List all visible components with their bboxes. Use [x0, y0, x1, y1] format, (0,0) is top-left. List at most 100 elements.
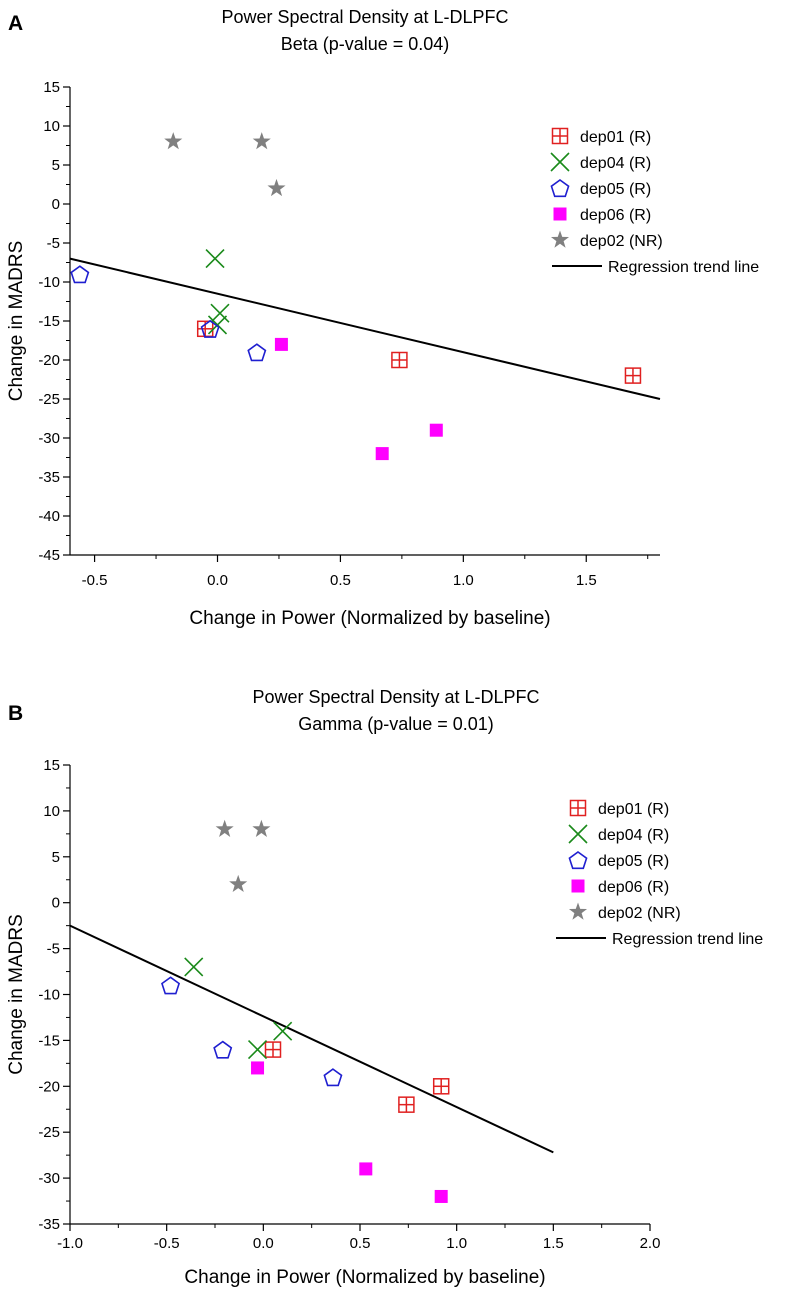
- y-tick-label: -20: [38, 352, 60, 369]
- x-tick-label: 0.0: [253, 1235, 274, 1252]
- y-tick-label: -5: [47, 941, 60, 958]
- data-point: [375, 447, 389, 461]
- legend-label: dep04 (R): [598, 827, 669, 844]
- y-tick-label: -25: [38, 391, 60, 408]
- legend-marker: [553, 207, 567, 221]
- data-point: [164, 132, 183, 150]
- legend-marker: [568, 902, 588, 920]
- data-point: [161, 976, 181, 995]
- y-tick-label: 10: [43, 118, 60, 135]
- x-tick-label: 2.0: [640, 1235, 661, 1252]
- legend-marker: [551, 127, 569, 145]
- panel-b: B Power Spectral Density at L-DLPFC Gamma …: [6, 687, 763, 1288]
- data-point: [391, 351, 408, 369]
- y-axis-label: Change in MADRS: [6, 914, 27, 1075]
- y-tick-label: 0: [52, 196, 60, 213]
- legend-marker: [569, 799, 587, 817]
- y-tick-label: -40: [38, 508, 60, 525]
- data-point: [359, 1162, 373, 1176]
- chart-subtitle: Beta (p-value = 0.04): [281, 34, 450, 54]
- regression-line: [69, 924, 554, 1154]
- y-tick-label: -10: [38, 274, 60, 291]
- data-point: [434, 1189, 448, 1203]
- data-point: [207, 315, 228, 335]
- data-point: [432, 1078, 450, 1095]
- data-point: [70, 265, 90, 284]
- y-tick-label: -35: [38, 1216, 60, 1233]
- legend-label: dep02 (NR): [580, 233, 663, 250]
- legend-label: dep04 (R): [580, 155, 651, 172]
- y-tick-label: 0: [52, 895, 60, 912]
- legend-marker: [550, 179, 570, 198]
- legend: dep01 (R) dep04 (R) dep05 (R) dep06 (R) dep0…: [550, 127, 759, 276]
- data-point: [252, 819, 271, 837]
- data-point: [247, 343, 267, 362]
- panel-label: B: [8, 702, 23, 725]
- data-point: [247, 1040, 268, 1060]
- y-tick-label: -35: [38, 469, 60, 486]
- x-tick-label: 0.5: [350, 1235, 371, 1252]
- data-point: [398, 1096, 415, 1113]
- x-tick-label: 1.5: [576, 572, 597, 589]
- legend-marker: [568, 851, 588, 870]
- data-point: [210, 303, 230, 323]
- y-tick-label: 5: [52, 849, 60, 866]
- data-point: [429, 423, 443, 437]
- chart-subtitle: Gamma (p-value = 0.01): [298, 714, 494, 734]
- y-tick-label: -25: [38, 1124, 60, 1141]
- legend-label: dep06 (R): [580, 207, 651, 224]
- legend-label: Regression trend line: [612, 931, 763, 948]
- x-tick-label: 0.0: [207, 572, 228, 589]
- y-tick-label: 10: [43, 803, 60, 820]
- legend-label: dep05 (R): [580, 181, 651, 198]
- data-point: [205, 249, 225, 269]
- legend: dep01 (R) dep04 (R) dep05 (R) dep06 (R) dep0…: [556, 799, 763, 948]
- x-axis-label: Change in Power (Normalized by baseline): [184, 1267, 545, 1288]
- legend-marker: [571, 879, 585, 893]
- data-point: [213, 1040, 233, 1059]
- data-point: [184, 957, 204, 977]
- x-tick-label: 1.0: [446, 1235, 467, 1252]
- x-axis-label: Change in Power (Normalized by baseline): [189, 608, 550, 629]
- y-tick-label: -30: [38, 1170, 60, 1187]
- y-tick-label: -20: [38, 1078, 60, 1095]
- data-point: [323, 1068, 343, 1087]
- y-tick-label: -15: [38, 313, 60, 330]
- y-axis-label: Change in MADRS: [6, 241, 27, 402]
- y-tick-label: -45: [38, 547, 60, 564]
- y-tick-label: -30: [38, 430, 60, 447]
- chart-title: Power Spectral Density at L-DLPFC: [252, 687, 539, 707]
- data-point: [251, 1061, 265, 1075]
- y-tick-label: 15: [43, 79, 60, 96]
- data-point: [252, 132, 271, 150]
- y-tick-label: 15: [43, 757, 60, 774]
- legend-marker: [550, 230, 570, 248]
- data-point: [274, 337, 288, 351]
- legend-label: dep05 (R): [598, 853, 669, 870]
- regression-line: [69, 257, 661, 400]
- data-point: [229, 874, 248, 893]
- x-tick-label: 1.5: [543, 1235, 564, 1252]
- legend-label: Regression trend line: [608, 259, 759, 276]
- x-tick-label: 1.0: [453, 572, 474, 589]
- data-point: [273, 1021, 293, 1041]
- data-point: [200, 319, 220, 338]
- legend-label: dep01 (R): [598, 801, 669, 818]
- data-point: [215, 819, 234, 837]
- y-tick-label: -10: [38, 987, 60, 1004]
- x-tick-label: -1.0: [57, 1235, 83, 1252]
- data-point: [624, 367, 642, 384]
- data-point: [264, 1041, 282, 1058]
- x-tick-label: 0.5: [330, 572, 351, 589]
- y-tick-label: -5: [47, 235, 60, 252]
- chart-title: Power Spectral Density at L-DLPFC: [221, 7, 508, 27]
- legend-marker: [550, 152, 570, 172]
- legend-label: dep01 (R): [580, 129, 651, 146]
- legend-label: dep02 (NR): [598, 905, 681, 922]
- legend-label: dep06 (R): [598, 879, 669, 896]
- y-tick-label: -15: [38, 1032, 60, 1049]
- y-tick-label: 5: [52, 157, 60, 174]
- x-tick-label: -0.5: [82, 572, 108, 589]
- data-point: [267, 178, 286, 197]
